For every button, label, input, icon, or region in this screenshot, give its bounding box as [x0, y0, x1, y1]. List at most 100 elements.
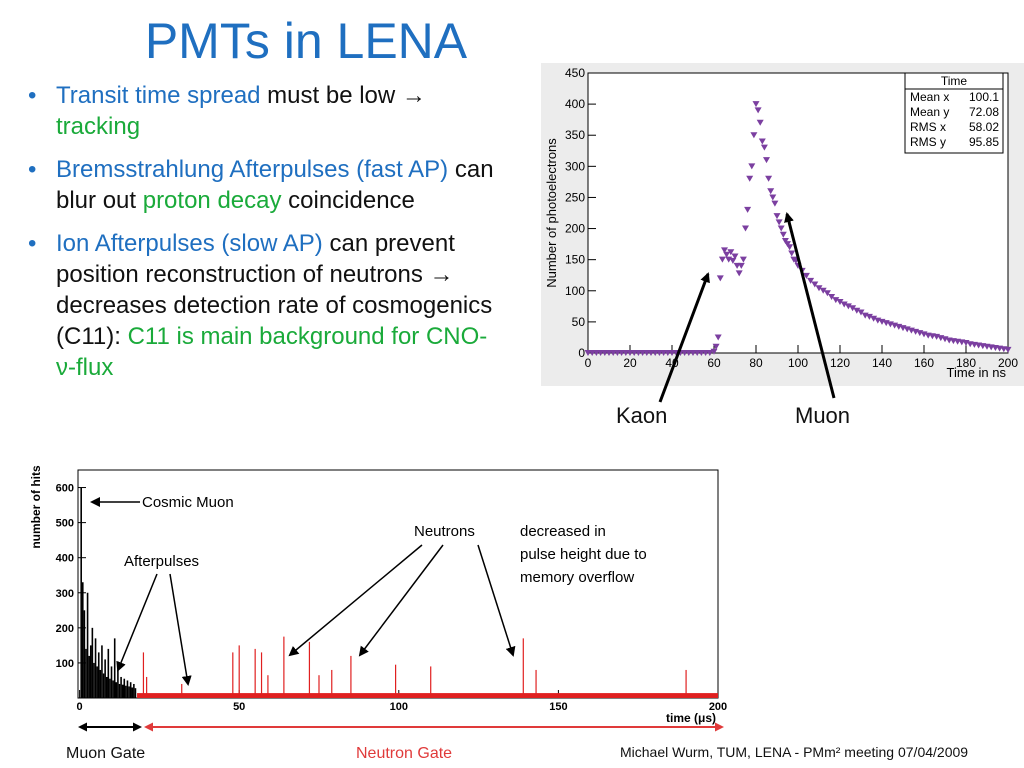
- y-tick-label: 300: [56, 588, 74, 600]
- afterpulses-label: Afterpulses: [124, 553, 199, 570]
- x-tick-label: 120: [830, 356, 850, 370]
- y-tick-label: 200: [565, 222, 585, 236]
- hits-annotations: Cosmic Muon Afterpulses Neutrons decreas…: [90, 494, 647, 686]
- stats-box-title: Time: [941, 74, 968, 88]
- data-point: [784, 241, 791, 248]
- hits-histogram: [80, 487, 718, 698]
- bullet-dot-icon: •: [28, 82, 37, 109]
- data-point: [748, 163, 756, 170]
- data-point: [744, 206, 752, 213]
- data-point: [710, 348, 718, 355]
- bullet-list: • Transit time spread must be low → trac…: [28, 80, 498, 395]
- bullet-part: tracking: [56, 113, 141, 140]
- data-point: [819, 287, 827, 294]
- data-point: [802, 272, 810, 279]
- overflow-note-line: pulse height due to: [520, 546, 647, 563]
- stats-label: Mean x: [910, 90, 949, 104]
- bullet-dot-icon: •: [28, 230, 37, 257]
- y-tick-label: 200: [56, 623, 74, 635]
- bullet-part: coincidence: [281, 187, 415, 214]
- data-point: [865, 313, 873, 320]
- x-tick-label: 100: [390, 701, 408, 713]
- x-tick-label: 140: [872, 356, 892, 370]
- neutrons-label: Neutrons: [414, 523, 475, 540]
- stats-box: Time Mean x 100.1 Mean y 72.08 RMS x 58.…: [904, 72, 1004, 154]
- data-point: [828, 294, 836, 300]
- data-point: [779, 231, 787, 238]
- bullet-dot-icon: •: [28, 156, 37, 183]
- data-point: [758, 138, 766, 145]
- kaon-label: Kaon: [616, 403, 668, 428]
- y-tick-label: 300: [565, 159, 585, 173]
- y-tick-label: 0: [578, 346, 585, 360]
- x-tick-label: 80: [749, 356, 763, 370]
- neutrons-arrow: [477, 544, 516, 657]
- neutron-gate-label: Neutron Gate: [356, 745, 453, 762]
- data-point: [849, 305, 857, 312]
- data-point: [767, 188, 775, 195]
- x-tick-label: 100: [788, 356, 808, 370]
- photoelectron-x-axis-label: Time in ns: [947, 365, 1007, 380]
- data-point: [773, 213, 781, 220]
- data-point: [742, 225, 749, 232]
- bullet-part: Transit time spread: [56, 82, 261, 109]
- data-point: [746, 175, 754, 182]
- hits-x-axis-label: time (μs): [666, 711, 716, 725]
- data-point: [706, 350, 714, 356]
- stats-label: RMS y: [910, 135, 946, 149]
- data-point: [723, 251, 731, 258]
- data-point: [777, 225, 785, 232]
- y-tick-label: 400: [56, 553, 74, 565]
- bullet-item: • Ion Afterpulses (slow AP) can prevent …: [28, 228, 498, 383]
- bullet-part: Ion Afterpulses (slow AP): [56, 230, 323, 257]
- stats-value: 100.1: [969, 90, 999, 104]
- data-point: [750, 132, 758, 139]
- stats-label: RMS x: [910, 120, 946, 134]
- stats-value: 72.08: [969, 105, 999, 119]
- y-tick-label: 450: [565, 66, 585, 80]
- overflow-note-line: decreased in: [520, 523, 606, 540]
- x-tick-label: 0: [77, 701, 83, 713]
- data-point: [811, 281, 819, 288]
- data-point: [716, 275, 724, 282]
- data-point: [731, 253, 739, 260]
- data-point: [781, 238, 789, 244]
- data-point: [754, 107, 762, 114]
- x-tick-label: 60: [707, 356, 721, 370]
- data-point: [727, 249, 735, 256]
- data-point: [718, 256, 726, 263]
- y-tick-label: 100: [565, 284, 585, 298]
- y-tick-label: 600: [56, 483, 74, 495]
- y-tick-label: 50: [572, 315, 586, 329]
- y-tick-label: 400: [565, 97, 585, 111]
- data-point: [714, 334, 722, 341]
- data-point: [752, 101, 760, 108]
- data-point: [870, 315, 878, 322]
- bullet-part: Bremsstrahlung Afterpulses (fast AP): [56, 156, 449, 183]
- afterpulses-arrow: [169, 573, 192, 686]
- x-tick-label: 180: [956, 356, 976, 370]
- data-point: [763, 157, 770, 164]
- bullet-part: can prevent position reconstruction of n…: [56, 230, 493, 350]
- x-tick-label: 160: [914, 356, 934, 370]
- data-point: [769, 194, 777, 201]
- muon-arrow: [784, 212, 836, 399]
- bullet-item: • Transit time spread must be low → trac…: [28, 80, 498, 142]
- x-tick-label: 150: [549, 701, 567, 713]
- x-tick-label: 20: [623, 356, 637, 370]
- x-tick-label: 200: [709, 701, 727, 713]
- y-tick-label: 350: [565, 128, 585, 142]
- data-point: [844, 303, 852, 310]
- data-point: [836, 298, 844, 305]
- data-point: [1004, 346, 1012, 353]
- data-point: [815, 285, 823, 292]
- footer-credit: Michael Wurm, TUM, LENA - PMm² meeting 0…: [620, 744, 969, 760]
- stats-label: Mean y: [910, 105, 949, 119]
- data-point: [729, 257, 737, 264]
- slide-title: PMTs in LENA: [144, 13, 468, 69]
- stats-box-frame: [904, 72, 1004, 154]
- y-tick-label: 250: [565, 190, 585, 204]
- neutrons-arrow: [288, 544, 423, 657]
- data-point: [756, 119, 764, 126]
